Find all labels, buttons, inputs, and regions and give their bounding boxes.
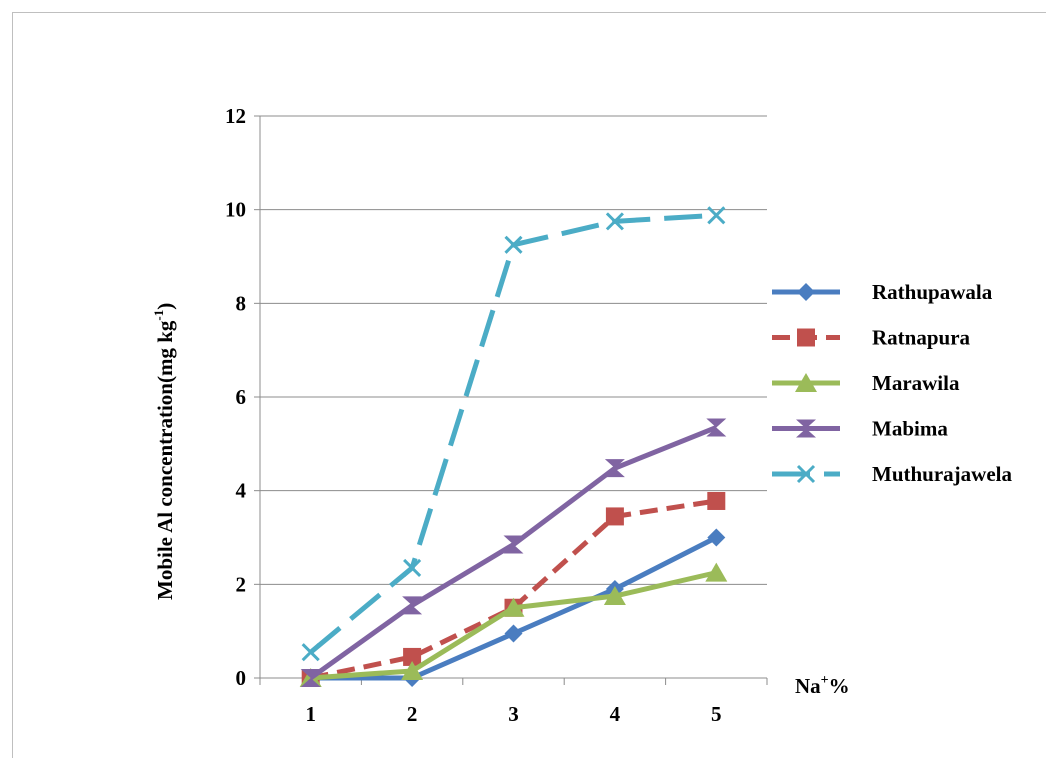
data-point-2-4 <box>705 562 728 582</box>
series-line-1 <box>310 498 717 681</box>
chart-frame <box>12 12 1046 758</box>
data-point-0-4 <box>707 528 726 547</box>
x-tick-label-0: 1 <box>305 702 316 726</box>
y-axis-title: Mobile Al concentration(mg kg-1) <box>151 303 177 600</box>
legend: Rathupawala Ratnapura Marawila Mabima Muthur… <box>772 280 1012 486</box>
x-tick-label-1: 2 <box>407 702 418 726</box>
series-mabima <box>300 418 727 687</box>
data-point-4-0 <box>301 643 320 662</box>
y-tick-label-1: 2 <box>236 572 247 596</box>
legend-marker-3 <box>796 419 816 438</box>
x-axis-title: Na+% <box>795 673 850 698</box>
legend-item-ratnapura: Ratnapura <box>772 326 971 350</box>
series-line-3 <box>309 425 718 681</box>
legend-item-rathupawala: Rathupawala <box>772 280 993 304</box>
data-point-1-4 <box>707 491 726 510</box>
data-point-4-3 <box>605 212 624 231</box>
data-point-3-0 <box>300 669 321 687</box>
gridlines <box>260 115 767 585</box>
series-marawila <box>299 562 728 687</box>
x-tick-label-3: 4 <box>610 702 621 726</box>
legend-marker-4 <box>796 464 816 484</box>
legend-item-muthurajawela: Muthurajawela <box>772 462 1012 486</box>
data-point-0-2 <box>504 624 523 643</box>
series-muthurajawela <box>301 206 726 662</box>
y-tick-label-2: 4 <box>236 479 247 503</box>
data-point-4-1 <box>403 558 422 578</box>
x-tick-label-2: 3 <box>508 702 519 726</box>
data-point-2-2 <box>502 597 525 617</box>
legend-item-mabima: Mabima <box>772 417 948 441</box>
legend-item-marawila: Marawila <box>772 371 960 395</box>
legend-label-0: Rathupawala <box>872 280 993 304</box>
data-point-3-2 <box>503 535 524 554</box>
y-tick-label-3: 6 <box>236 385 247 409</box>
y-tick-label-6: 12 <box>225 104 246 128</box>
data-point-1-3 <box>605 507 624 526</box>
data-point-1-1 <box>403 647 422 666</box>
data-point-2-1 <box>401 660 424 680</box>
legend-marker-1 <box>797 328 815 347</box>
y-tick-label-4: 8 <box>236 291 247 315</box>
data-point-2-3 <box>603 586 626 606</box>
legend-label-3: Mabima <box>872 417 948 441</box>
y-tick-labels: 0 2 4 6 8 10 12 <box>225 104 247 690</box>
y-tick-label-0: 0 <box>236 666 247 690</box>
data-point-3-3 <box>604 459 625 478</box>
legend-label-4: Muthurajawela <box>872 462 1012 486</box>
legend-marker-2 <box>795 373 817 392</box>
legend-label-1: Ratnapura <box>872 326 971 350</box>
legend-label-2: Marawila <box>872 371 960 395</box>
data-point-4-4 <box>707 206 726 225</box>
data-point-3-4 <box>706 418 727 437</box>
y-tick-label-5: 10 <box>225 198 246 222</box>
x-tick-labels: 1 2 3 4 5 <box>305 702 721 726</box>
legend-marker-0 <box>797 283 815 301</box>
series-ratnapura <box>301 491 726 687</box>
x-tick-label-4: 5 <box>711 702 722 726</box>
data-point-4-2 <box>504 235 523 254</box>
series-layer <box>299 206 728 687</box>
data-point-3-1 <box>402 596 423 615</box>
